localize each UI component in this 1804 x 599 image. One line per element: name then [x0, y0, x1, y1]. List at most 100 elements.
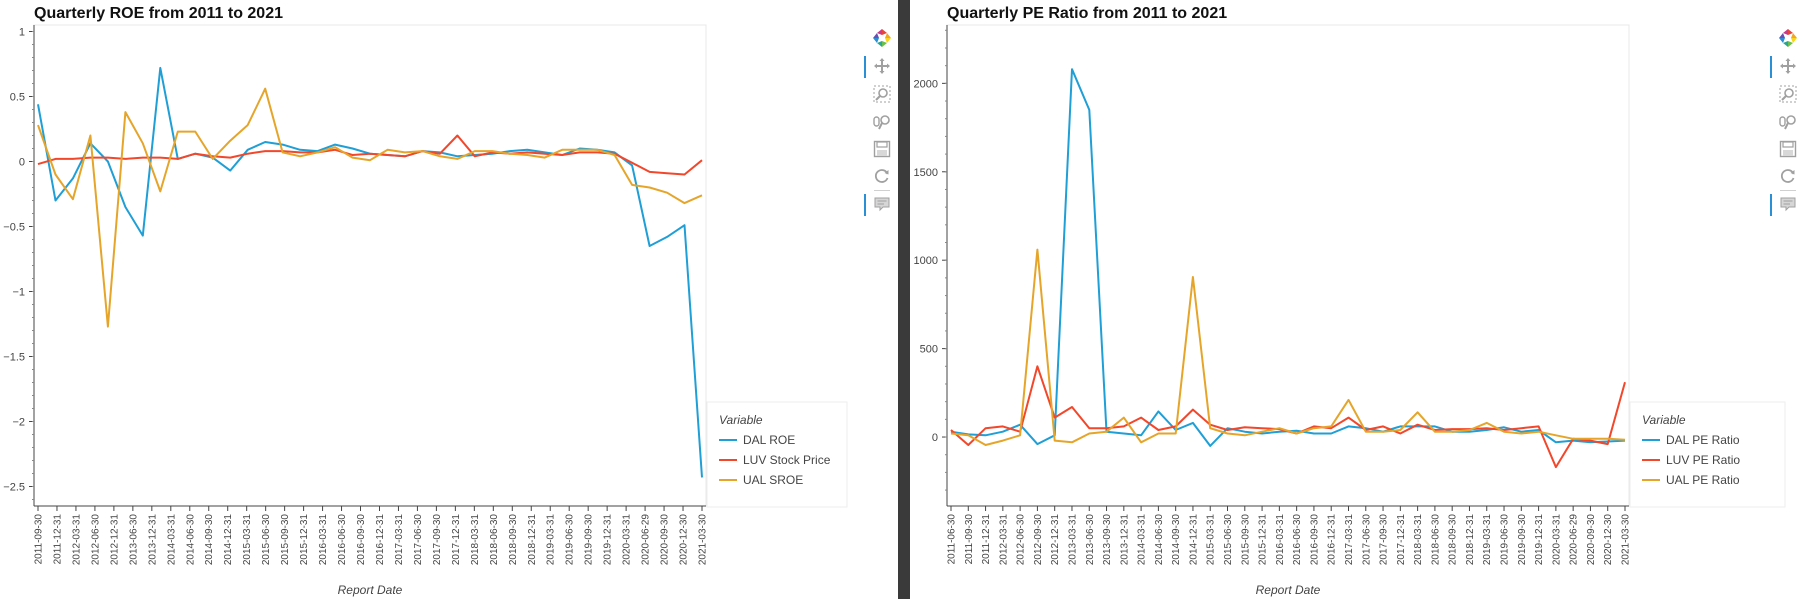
x-tick-label: 2019-03-31	[1482, 514, 1493, 566]
y-tick-label: −1	[12, 287, 25, 299]
x-tick-label: 2012-06-30	[1016, 514, 1027, 566]
x-tick-label: 2020-06-29	[641, 514, 652, 566]
data-point	[282, 144, 284, 146]
series-line-2[interactable]	[37, 134, 703, 176]
x-tick-label: 2015-06-30	[1223, 514, 1234, 566]
data-point	[1607, 443, 1609, 445]
save-icon[interactable]	[869, 136, 895, 162]
series-line-1[interactable]	[37, 66, 703, 478]
x-tick-label: 2017-12-31	[1396, 514, 1407, 566]
data-point	[1192, 422, 1194, 424]
x-tick-label: 2018-09-30	[508, 514, 519, 566]
data-point	[1019, 434, 1021, 436]
data-point	[474, 150, 476, 152]
hover-icon[interactable]	[1770, 191, 1801, 217]
data-point	[509, 150, 511, 152]
data-point	[107, 157, 109, 159]
legend-entry[interactable]: UAL PE Ratio	[1666, 473, 1740, 487]
pe-ratio-chart[interactable]: 2000 1500 1000 500 0 2011-06-30 2011-09-30 2011…	[910, 0, 1804, 599]
series-line-3[interactable]	[950, 248, 1626, 446]
save-icon[interactable]	[1775, 136, 1801, 162]
x-tick-label: 2019-12-31	[1534, 514, 1545, 566]
reset-icon[interactable]	[1775, 163, 1801, 189]
x-tick-label: 2013-12-31	[147, 514, 158, 566]
roe-chart[interactable]: 1 0.5 0 −0.5 −1 −1.5 −2 −2.5 2011-09-30 2011-12-3…	[0, 0, 898, 599]
legend-title: Variable	[719, 413, 763, 427]
data-point	[474, 155, 476, 157]
active-tool-indicator	[864, 194, 866, 216]
data-point	[247, 153, 249, 155]
data-point	[596, 151, 598, 153]
data-point	[369, 153, 371, 155]
legend-entry[interactable]: DAL PE Ratio	[1666, 433, 1740, 447]
data-point	[1538, 431, 1540, 433]
x-tick-label: 2019-09-30	[584, 514, 595, 566]
y-tick-label: −2.5	[3, 482, 25, 494]
wheel-zoom-icon[interactable]	[1775, 109, 1801, 135]
y-tick-label: −1.5	[3, 352, 25, 364]
data-point	[1278, 431, 1280, 433]
x-tick-label: 2014-06-30	[185, 514, 196, 566]
x-tick-label: 2020-12-30	[1603, 514, 1614, 566]
legend-entry[interactable]: LUV PE Ratio	[1666, 453, 1740, 467]
data-point	[526, 151, 528, 153]
data-point	[194, 153, 196, 155]
hover-icon[interactable]	[864, 191, 895, 217]
x-tick-label: 2018-09-30	[1448, 514, 1459, 566]
x-tick-label: 2013-12-31	[1119, 514, 1130, 566]
series-line-1[interactable]	[950, 68, 1626, 447]
data-point	[1434, 425, 1436, 427]
data-point	[299, 151, 301, 153]
data-point	[1071, 406, 1073, 408]
legend-entry[interactable]: UAL SROE	[743, 473, 803, 487]
data-point	[404, 155, 406, 157]
data-point	[212, 158, 214, 160]
legend-entry[interactable]: DAL ROE	[743, 433, 795, 447]
active-tool-indicator	[864, 56, 866, 78]
x-tick-label: 2016-09-30	[1309, 514, 1320, 566]
data-point	[1330, 432, 1332, 434]
x-tick-label: 2012-03-31	[71, 514, 82, 566]
data-point	[1088, 109, 1090, 111]
data-point	[194, 131, 196, 133]
data-point	[159, 157, 161, 159]
data-point	[684, 174, 686, 176]
chart-title: Quarterly PE Ratio from 2011 to 2021	[947, 5, 1228, 22]
data-point	[177, 158, 179, 160]
x-tick-label: 2015-03-31	[1206, 514, 1217, 566]
data-point	[124, 206, 126, 208]
bokeh-logo-icon[interactable]	[869, 25, 895, 51]
data-point	[1347, 417, 1349, 419]
x-tick-label: 2014-09-30	[204, 514, 215, 566]
data-point	[386, 154, 388, 156]
bokeh-logo-icon[interactable]	[1775, 25, 1801, 51]
data-point	[1071, 441, 1073, 443]
data-point	[967, 434, 969, 436]
data-point	[1157, 429, 1159, 431]
chart-title: Quarterly ROE from 2011 to 2021	[34, 5, 283, 22]
x-tick-label: 2015-03-31	[242, 514, 253, 566]
data-point	[37, 163, 39, 165]
data-point	[1607, 438, 1609, 440]
x-tick-label: 2011-09-30	[34, 514, 45, 565]
pan-icon[interactable]	[864, 53, 895, 79]
reset-icon[interactable]	[869, 163, 895, 189]
box-zoom-icon[interactable]	[869, 81, 895, 107]
x-tick-label: 2012-12-31	[109, 514, 120, 566]
wheel-zoom-icon[interactable]	[869, 109, 895, 135]
data-point	[1555, 466, 1557, 468]
pan-icon[interactable]	[1770, 53, 1801, 79]
data-point	[1192, 276, 1194, 278]
data-point	[317, 151, 319, 153]
data-point	[247, 124, 249, 126]
box-zoom-icon[interactable]	[1775, 81, 1801, 107]
y-tick-label: 0.5	[10, 92, 25, 104]
series-line-3[interactable]	[37, 87, 703, 328]
y-tick-label: 1500	[914, 167, 938, 179]
legend-entry[interactable]: LUV Stock Price	[743, 453, 831, 467]
data-point	[107, 161, 109, 163]
data-point	[985, 434, 987, 436]
data-point	[544, 153, 546, 155]
data-point	[369, 159, 371, 161]
data-point	[701, 159, 703, 161]
